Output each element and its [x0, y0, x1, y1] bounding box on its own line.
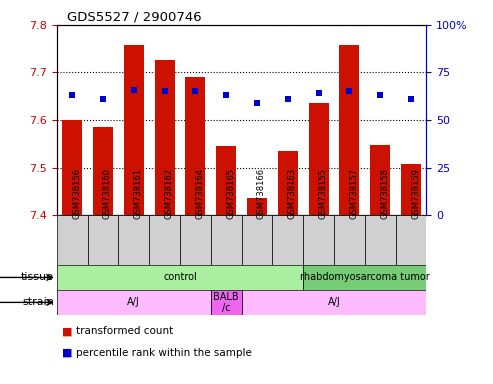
Text: GSM738158: GSM738158	[380, 168, 389, 219]
Bar	[401, 164, 421, 215]
Text: tissue: tissue	[21, 272, 54, 283]
Text: ■: ■	[62, 348, 72, 358]
Bar	[211, 290, 242, 315]
Bar	[303, 215, 334, 265]
Text: control: control	[163, 272, 197, 283]
Text: GSM738160: GSM738160	[103, 168, 112, 219]
Bar	[185, 77, 206, 215]
Bar	[309, 103, 329, 215]
Text: GSM738163: GSM738163	[288, 168, 297, 219]
Bar	[247, 199, 267, 215]
Text: rhabdomyosarcoma tumor: rhabdomyosarcoma tumor	[300, 272, 430, 283]
Text: A/J: A/J	[127, 297, 140, 308]
Bar	[278, 151, 298, 215]
Bar	[370, 145, 390, 215]
Bar	[365, 215, 395, 265]
Text: GSM738159: GSM738159	[411, 168, 420, 219]
Bar	[62, 120, 82, 215]
Text: GSM738161: GSM738161	[134, 168, 143, 219]
Text: percentile rank within the sample: percentile rank within the sample	[76, 348, 252, 358]
Bar	[93, 127, 113, 215]
Bar	[272, 215, 303, 265]
Text: A/J: A/J	[328, 297, 340, 308]
Bar	[339, 45, 359, 215]
Text: GSM738165: GSM738165	[226, 168, 235, 219]
Text: ■: ■	[62, 326, 72, 336]
Text: GSM738157: GSM738157	[350, 168, 358, 219]
Text: GSM738162: GSM738162	[165, 168, 174, 219]
Bar	[57, 290, 211, 315]
Text: GDS5527 / 2900746: GDS5527 / 2900746	[67, 10, 201, 23]
Bar	[303, 265, 426, 290]
Text: GSM738155: GSM738155	[318, 168, 328, 219]
Bar	[154, 60, 175, 215]
Text: GSM738164: GSM738164	[195, 168, 205, 219]
Bar	[242, 290, 426, 315]
Bar	[118, 215, 149, 265]
Text: transformed count: transformed count	[76, 326, 174, 336]
Text: strain: strain	[22, 297, 54, 308]
Bar	[395, 215, 426, 265]
Bar	[57, 215, 88, 265]
Bar	[57, 265, 303, 290]
Bar	[149, 215, 180, 265]
Text: GSM738166: GSM738166	[257, 168, 266, 219]
Bar	[211, 215, 242, 265]
Bar	[88, 215, 118, 265]
Bar	[180, 215, 211, 265]
Text: BALB
/c: BALB /c	[213, 291, 239, 313]
Bar	[242, 215, 272, 265]
Bar	[216, 146, 236, 215]
Bar	[334, 215, 365, 265]
Text: GSM738156: GSM738156	[72, 168, 81, 219]
Bar	[124, 45, 144, 215]
